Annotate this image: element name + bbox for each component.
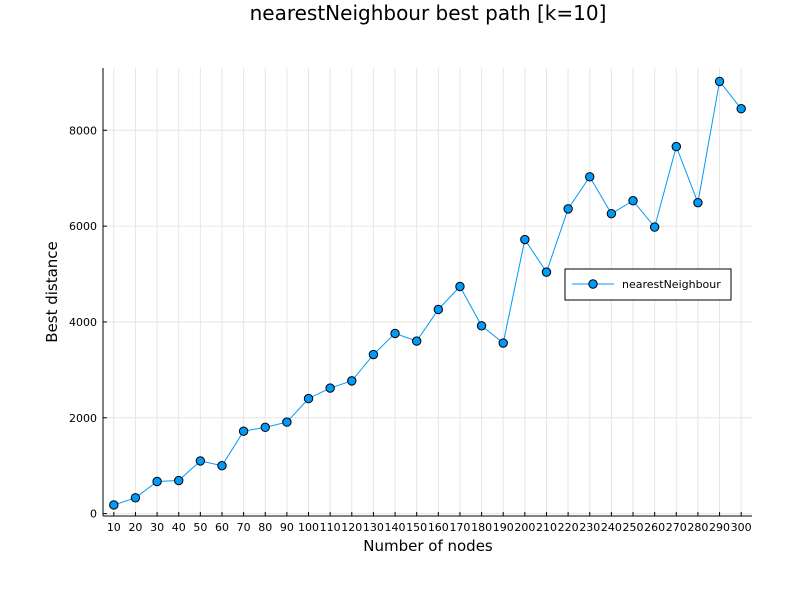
data-point	[411, 336, 422, 346]
x-tick-label: 180	[471, 521, 492, 534]
data-point	[563, 204, 573, 214]
data-point	[606, 208, 617, 219]
data-point	[325, 383, 335, 393]
x-tick-label: 120	[341, 521, 362, 534]
data-point	[455, 281, 465, 292]
data-point	[368, 349, 379, 360]
data-point	[476, 321, 487, 331]
x-tick-label: 40	[172, 521, 186, 534]
data-point	[217, 460, 227, 471]
x-tick-label: 270	[666, 521, 687, 534]
y-tick-label: 2000	[69, 412, 97, 425]
x-tick-label: 30	[150, 521, 164, 534]
axes	[102, 68, 752, 517]
y-tick-label: 0	[90, 508, 97, 521]
data-point	[498, 338, 508, 348]
data-point	[282, 417, 292, 427]
data-point	[152, 476, 162, 487]
y-axis-label: Best distance	[43, 241, 61, 343]
x-tick-label: 250	[623, 521, 644, 534]
legend-marker	[588, 279, 598, 289]
series-group	[109, 76, 746, 510]
x-tick-label: 170	[449, 521, 470, 534]
data-point	[130, 493, 141, 503]
x-tick-label: 290	[709, 521, 730, 534]
x-tick-label: 230	[579, 521, 600, 534]
x-tick-label: 280	[687, 521, 708, 534]
data-point	[238, 426, 249, 436]
x-tick-label: 10	[107, 521, 121, 534]
data-point	[195, 456, 206, 466]
legend: nearestNeighbour	[564, 268, 732, 301]
x-tick-label: 200	[514, 521, 535, 534]
x-tick-label: 150	[406, 521, 427, 534]
x-tick-label: 100	[298, 521, 319, 534]
x-tick-label: 190	[493, 521, 514, 534]
x-tick-label: 220	[558, 521, 579, 534]
x-axis-label: Number of nodes	[363, 537, 493, 555]
x-tick-label: 20	[128, 521, 142, 534]
data-point	[347, 376, 357, 386]
ticks: 10 20 30 40 50 60 70 80 90 100 110 120 130 140 150 160 1…	[69, 124, 752, 534]
x-tick-label: 240	[601, 521, 622, 534]
legend-label: nearestNeighbour	[622, 278, 721, 291]
data-point	[109, 500, 119, 510]
y-tick-label: 8000	[69, 124, 97, 137]
x-tick-label: 140	[385, 521, 406, 534]
data-point	[671, 141, 681, 152]
data-point	[390, 328, 400, 339]
x-tick-label: 130	[363, 521, 384, 534]
x-tick-label: 90	[280, 521, 294, 534]
y-tick-label: 4000	[69, 316, 97, 329]
x-tick-label: 60	[215, 521, 229, 534]
data-point	[714, 76, 725, 87]
y-tick-label: 6000	[69, 220, 97, 233]
data-point	[736, 104, 746, 114]
x-tick-label: 110	[320, 521, 341, 534]
x-tick-label: 210	[536, 521, 557, 534]
chart-title: nearestNeighbour best path [k=10]	[250, 1, 607, 25]
data-point	[303, 393, 314, 404]
x-tick-label: 300	[731, 521, 752, 534]
x-tick-label: 50	[193, 521, 207, 534]
x-tick-label: 160	[428, 521, 449, 534]
data-point	[174, 475, 184, 486]
data-point	[649, 222, 660, 232]
data-point	[260, 422, 270, 433]
data-point	[585, 172, 595, 182]
data-point	[433, 304, 444, 315]
data-point	[693, 197, 703, 208]
x-tick-label: 70	[237, 521, 251, 534]
x-tick-label: 260	[644, 521, 665, 534]
data-point	[520, 234, 530, 245]
x-tick-label: 80	[258, 521, 272, 534]
data-point	[541, 267, 552, 277]
data-point	[628, 196, 638, 206]
